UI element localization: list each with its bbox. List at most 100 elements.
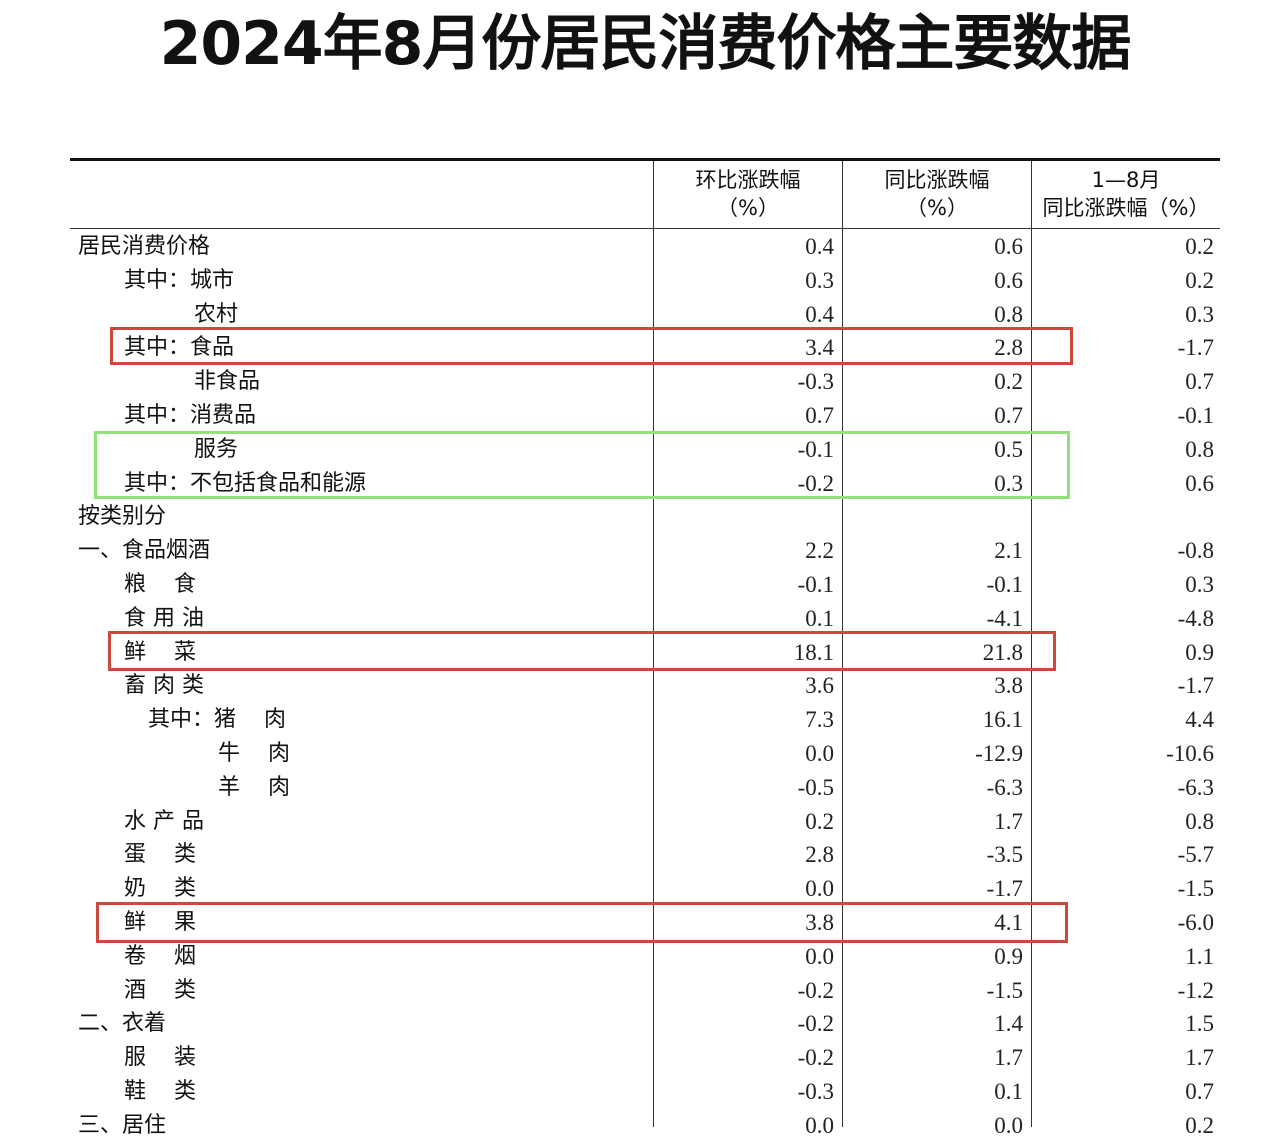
cell-mom: -0.1 [797,436,834,462]
table-row: 卷 烟 0.0 0.9 1.1 [70,940,1220,974]
row-label: 食 用 油 [124,605,204,631]
header-mom-line1: 环比涨跌幅 [695,168,801,192]
cell-yoy: 0.2 [994,369,1023,395]
cell-ytd: -6.3 [1177,774,1214,800]
row-label: 按类别分 [78,504,167,530]
row-label: 牛 肉 [218,741,290,766]
cell-ytd: -4.8 [1177,605,1214,631]
row-label: 居民消费价格 [78,234,211,259]
table-row: 其中：猪 肉 7.3 16.1 4.4 [70,703,1220,737]
cell-yoy: 16.1 [982,707,1023,733]
cell-mom: -0.5 [797,774,834,800]
cell-ytd: 0.6 [1185,470,1214,496]
cell-mom: 0.0 [805,943,834,969]
table-row: 其中：消费品 0.7 0.7 -0.1 [70,399,1220,433]
row-label: 羊 肉 [218,774,290,800]
table-row: 其中：城市 0.3 0.6 0.2 [70,264,1220,298]
row-label: 其中：城市 [124,267,235,293]
row-label: 鞋 类 [124,1079,196,1104]
table-row: 粮 食 -0.1 -0.1 0.3 [70,568,1220,602]
cell-ytd: 1.1 [1185,943,1214,969]
cell-mom: -0.3 [797,369,834,395]
cell-yoy: 1.4 [994,1011,1023,1037]
column-divider [842,161,843,1127]
cell-yoy: 0.6 [994,234,1023,259]
cell-ytd: 1.5 [1185,1011,1214,1037]
row-label: 水 产 品 [124,808,204,834]
page-title: 2024年8月份居民消费价格主要数据 [159,9,1132,79]
cell-mom: -0.2 [797,977,834,1003]
table-row: 食 用 油 0.1 -4.1 -4.8 [70,602,1220,636]
table-row: 羊 肉 -0.5 -6.3 -6.3 [70,771,1220,805]
table-row: 居民消费价格 0.4 0.6 0.2 [70,230,1220,264]
table-row: 其中：食品 3.4 2.8 -1.7 [70,331,1220,365]
row-label: 农村 [194,301,239,327]
cell-yoy [843,500,1023,534]
row-label: 一、食品烟酒 [78,538,211,564]
cell-mom: -0.2 [797,470,834,496]
cell-ytd: -5.7 [1177,842,1214,868]
cell-mom: 0.0 [805,1112,834,1138]
cell-ytd: -0.1 [1177,403,1214,428]
cell-yoy: -1.7 [986,876,1023,902]
cell-mom: 2.8 [805,842,834,868]
row-label: 二、衣着 [78,1011,167,1037]
cell-mom: 0.0 [805,741,834,766]
table-row: 二、衣着 -0.2 1.4 1.5 [70,1007,1220,1041]
cell-yoy: 4.1 [994,910,1023,935]
table-row: 牛 肉 0.0 -12.9 -10.6 [70,737,1220,771]
row-label: 鲜 果 [124,910,196,935]
cell-ytd: 0.9 [1185,639,1214,665]
header-ytd-line1: 1—8月 [1091,168,1161,192]
cell-ytd: 0.7 [1185,369,1214,395]
row-label: 蛋 类 [124,842,196,868]
cell-yoy: -1.5 [986,977,1023,1003]
cell-mom [654,500,834,534]
cell-mom: 0.4 [805,301,834,327]
cell-yoy: -6.3 [986,774,1023,800]
row-label: 服务 [194,436,239,462]
cell-ytd: 0.3 [1185,572,1214,597]
cell-ytd: -1.7 [1177,673,1214,699]
cell-mom: 3.6 [805,673,834,699]
cell-ytd: -6.0 [1177,910,1214,935]
cell-mom: 0.7 [805,403,834,428]
cell-yoy: 0.8 [994,301,1023,327]
cell-yoy: 1.7 [994,808,1023,834]
table-row: 畜 肉 类 3.6 3.8 -1.7 [70,669,1220,703]
cell-mom: 0.2 [805,808,834,834]
cell-mom: 2.2 [805,538,834,564]
cell-ytd: -1.7 [1177,335,1214,361]
cell-mom: -0.2 [797,1045,834,1071]
cell-yoy: 0.0 [994,1112,1023,1138]
cell-mom: 0.0 [805,876,834,902]
cell-ytd: 0.2 [1185,1112,1214,1138]
highlight-box-services-core [94,431,1070,499]
cell-yoy: 0.7 [994,403,1023,428]
cell-yoy: 0.1 [994,1079,1023,1104]
cell-ytd: -0.8 [1177,538,1214,564]
row-label: 三、居住 [78,1112,167,1138]
header-mom: 环比涨跌幅 （%） [654,166,842,222]
cell-yoy: 0.5 [994,436,1023,462]
cell-ytd: 0.2 [1185,234,1214,259]
table-row: 奶 类 0.0 -1.7 -1.5 [70,872,1220,906]
cell-yoy: 21.8 [982,639,1023,665]
table-row: 农村 0.4 0.8 0.3 [70,298,1220,332]
cell-ytd: 1.7 [1185,1045,1214,1071]
cell-mom: 0.4 [805,234,834,259]
cell-ytd: 0.2 [1185,267,1214,293]
table-row: 鲜 菜 18.1 21.8 0.9 [70,636,1220,670]
cell-ytd: 0.8 [1185,808,1214,834]
cell-yoy: 3.8 [994,673,1023,699]
row-label: 粮 食 [124,572,196,597]
header-ytd-line2: 同比涨跌幅（%） [1042,196,1210,220]
cell-mom: 0.3 [805,267,834,293]
column-divider [653,161,654,1127]
table-row: 水 产 品 0.2 1.7 0.8 [70,805,1220,839]
column-divider [1031,161,1032,1127]
table-row: 酒 类 -0.2 -1.5 -1.2 [70,974,1220,1008]
row-label: 服 装 [124,1045,196,1071]
row-label: 酒 类 [124,977,196,1003]
row-label: 其中：不包括食品和能源 [124,470,367,496]
